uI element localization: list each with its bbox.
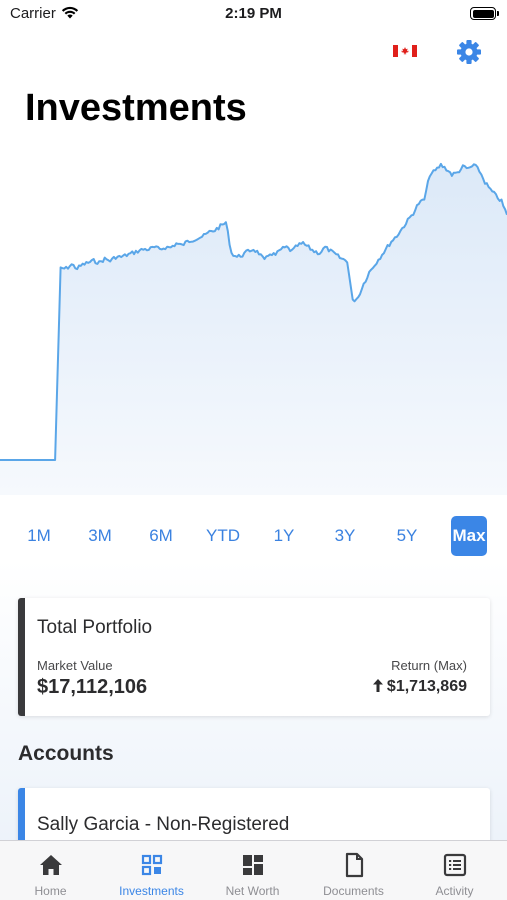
arrow-up-icon [372, 679, 383, 692]
canada-flag-icon[interactable] [393, 42, 417, 60]
status-time: 2:19 PM [225, 5, 282, 22]
grid-icon [141, 854, 162, 876]
chart-area-fill [0, 163, 507, 495]
range-5y[interactable]: 5Y [396, 526, 418, 545]
document-icon [345, 852, 363, 878]
portfolio-card-accent [18, 598, 25, 716]
range-1y[interactable]: 1Y [273, 526, 295, 545]
market-value: $17,112,106 [37, 676, 148, 698]
tab-net-worth[interactable]: Net Worth [202, 841, 303, 900]
account-card-accent [18, 788, 25, 868]
tab-investments[interactable]: Investments [101, 841, 202, 900]
range-6m[interactable]: 6M [149, 526, 173, 545]
total-portfolio-card[interactable]: Total Portfolio Market Value $17,112,106… [18, 598, 490, 716]
tab-activity[interactable]: Activity [404, 841, 505, 900]
tab-bar: Home Investments Net Worth Documents [0, 840, 507, 900]
list-icon [443, 853, 466, 877]
wifi-icon [61, 6, 79, 19]
portfolio-chart[interactable] [0, 150, 507, 495]
time-range-selector: 1M 3M 6M YTD 1Y 3Y 5Y Max [0, 516, 507, 556]
tab-label-activity: Activity [435, 884, 474, 898]
tab-label-home: Home [34, 884, 67, 898]
tab-documents[interactable]: Documents [303, 841, 404, 900]
chart-series-line [0, 162, 507, 461]
range-ytd[interactable]: YTD [206, 526, 240, 545]
tab-label-net-worth: Net Worth [225, 884, 280, 898]
return-value-row: $1,713,869 [372, 678, 467, 696]
home-icon [39, 855, 62, 875]
carrier-label: Carrier [10, 5, 56, 22]
account-name: Sally Garcia - Non-Registered [37, 814, 290, 835]
status-bar: Carrier 2:19 PM [0, 0, 507, 28]
range-max[interactable]: Max [451, 516, 487, 556]
portfolio-title: Total Portfolio [37, 617, 153, 638]
return-value: $1,713,869 [386, 678, 467, 695]
gear-icon[interactable] [455, 38, 483, 66]
accounts-heading: Accounts [18, 742, 114, 765]
dashboard-icon [242, 855, 263, 875]
page-title: Investments [25, 87, 247, 129]
range-1m[interactable]: 1M [27, 526, 51, 545]
return-label: Return (Max) [391, 658, 467, 673]
battery-icon [470, 7, 499, 20]
range-3y[interactable]: 3Y [334, 526, 356, 545]
range-3m[interactable]: 3M [88, 526, 112, 545]
market-value-label: Market Value [37, 658, 113, 673]
tab-home[interactable]: Home [0, 841, 101, 900]
tab-label-investments: Investments [119, 884, 184, 898]
tab-label-documents: Documents [323, 884, 384, 898]
